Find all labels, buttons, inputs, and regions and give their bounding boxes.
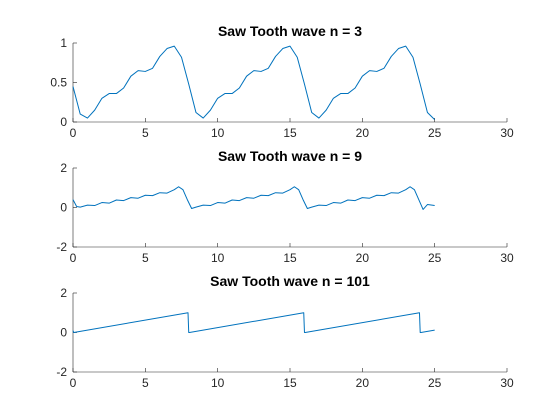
- y-tick-label: -2: [56, 240, 67, 254]
- y-tick-label: 2: [60, 161, 67, 175]
- subplot-2: Saw Tooth wave n = 90 5 10 15 20 25 30-202: [56, 148, 514, 265]
- x-tick-label: 25: [428, 251, 442, 265]
- y-tick-label: 0.5: [50, 76, 67, 90]
- y-tick-label: 0: [60, 326, 67, 340]
- x-tick-label: 0: [70, 376, 77, 390]
- x-tick-label: 15: [283, 376, 297, 390]
- y-tick-label: 2: [60, 286, 67, 300]
- x-tick-label: 25: [428, 126, 442, 140]
- x-tick-label: 10: [211, 126, 225, 140]
- x-tick-label: 0: [70, 251, 77, 265]
- x-tick-label: 30: [500, 251, 514, 265]
- y-tick-label: 0: [60, 201, 67, 215]
- chart-title: Saw Tooth wave n = 9: [218, 148, 362, 164]
- y-tick-label: 1: [60, 36, 67, 50]
- series-line-1: [72, 186, 435, 210]
- x-tick-label: 5: [142, 126, 149, 140]
- series-line-1: [72, 312, 435, 333]
- x-tick-label: 30: [500, 126, 514, 140]
- x-tick-label: 5: [142, 376, 149, 390]
- chart-title: Saw Tooth wave n = 101: [210, 273, 370, 289]
- y-tick-label: 0: [60, 115, 67, 129]
- y-tick-label: -2: [56, 365, 67, 379]
- x-tick-label: 0: [70, 126, 77, 140]
- x-tick-label: 20: [356, 376, 370, 390]
- subplot-1: Saw Tooth wave n = 3 0 5 10 15 20 25 30 0 0.5 1: [50, 23, 514, 140]
- x-tick-label: 15: [283, 126, 297, 140]
- series-line-1: [72, 45, 436, 120]
- x-tick-label: 30: [500, 376, 514, 390]
- x-tick-label: 10: [211, 251, 225, 265]
- x-tick-label: 15: [283, 251, 297, 265]
- chart-title: Saw Tooth wave n = 3: [218, 23, 362, 39]
- x-tick-label: 20: [356, 251, 370, 265]
- x-tick-label: 20: [356, 126, 370, 140]
- x-tick-label: 25: [428, 376, 442, 390]
- x-tick-label: 5: [142, 251, 149, 265]
- x-tick-label: 10: [211, 376, 225, 390]
